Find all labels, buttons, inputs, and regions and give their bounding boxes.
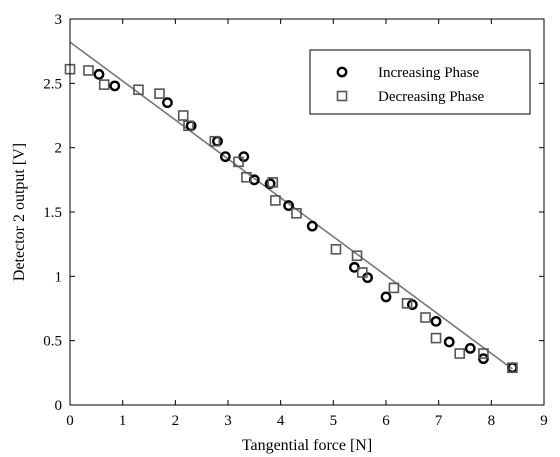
point-decreasing xyxy=(241,171,252,183)
point-decreasing xyxy=(430,332,442,344)
point-decreasing xyxy=(420,312,431,323)
point-decreasing xyxy=(356,267,368,278)
point-decreasing xyxy=(478,348,489,359)
point-increasing xyxy=(109,80,121,92)
x-tick-label: 5 xyxy=(330,413,338,429)
y-tick-label: 0.5 xyxy=(43,334,62,350)
y-axis-label: Detector 2 output [V] xyxy=(11,143,28,281)
point-decreasing xyxy=(270,195,281,206)
point-decreasing xyxy=(401,298,413,309)
point-increasing xyxy=(443,336,455,348)
point-decreasing xyxy=(154,88,165,99)
x-axis-ticks: 0 1 2 3 4 5 6 7 8 9 xyxy=(66,19,548,429)
fit-line-group xyxy=(69,41,513,370)
legend-marker-increasing xyxy=(336,66,348,78)
y-tick-label: 1 xyxy=(55,269,63,285)
point-decreasing xyxy=(267,177,279,188)
x-tick-label: 9 xyxy=(540,413,548,429)
legend-label-decreasing: Decreasing Phase xyxy=(378,89,485,105)
point-increasing xyxy=(430,315,442,327)
point-increasing xyxy=(283,200,294,211)
legend-label-increasing: Increasing Phase xyxy=(378,65,480,81)
point-increasing xyxy=(185,120,197,132)
point-decreasing xyxy=(507,362,518,373)
point-decreasing xyxy=(388,282,400,294)
x-tick-label: 3 xyxy=(224,413,232,429)
plot-area-frame xyxy=(69,18,545,406)
x-tick-label: 8 xyxy=(488,413,496,429)
point-decreasing xyxy=(209,135,221,147)
legend-marker-decreasing xyxy=(336,90,348,102)
point-decreasing xyxy=(233,156,244,168)
x-tick-label: 6 xyxy=(382,413,390,429)
x-tick-label: 2 xyxy=(172,413,180,429)
y-tick-label: 0 xyxy=(55,398,63,414)
point-increasing xyxy=(380,291,392,303)
point-decreasing xyxy=(454,348,466,359)
point-decreasing xyxy=(133,84,144,96)
point-increasing xyxy=(464,342,476,354)
point-decreasing xyxy=(98,79,110,90)
point-increasing xyxy=(162,97,173,109)
y-tick-label: 2 xyxy=(55,141,63,157)
point-increasing xyxy=(248,174,260,186)
y-tick-label: 1.5 xyxy=(43,205,62,221)
fit-line xyxy=(69,41,513,370)
point-increasing xyxy=(212,135,223,147)
legend-box xyxy=(309,49,531,115)
y-axis-ticks: 0 0.5 1 1.5 2 2.5 3 xyxy=(43,12,544,414)
y-tick-label: 2.5 xyxy=(43,76,62,92)
x-tick-label: 1 xyxy=(119,413,127,429)
point-increasing xyxy=(93,68,105,80)
point-decreasing xyxy=(330,244,342,255)
point-decreasing xyxy=(83,65,94,76)
x-tick-label: 7 xyxy=(435,413,443,429)
point-increasing xyxy=(219,151,231,163)
point-decreasing xyxy=(183,120,194,132)
y-tick-label: 3 xyxy=(55,12,63,28)
point-increasing xyxy=(306,220,318,232)
legend: Increasing Phase Decreasing Phase xyxy=(309,49,531,115)
x-tick-label: 4 xyxy=(277,413,285,429)
point-increasing xyxy=(264,178,276,190)
point-decreasing xyxy=(291,207,302,219)
x-tick-label: 0 xyxy=(66,413,74,429)
x-axis-label: Tangential force [N] xyxy=(242,437,372,454)
point-decreasing xyxy=(177,110,189,121)
data-points xyxy=(64,63,518,374)
point-decreasing xyxy=(351,250,363,262)
